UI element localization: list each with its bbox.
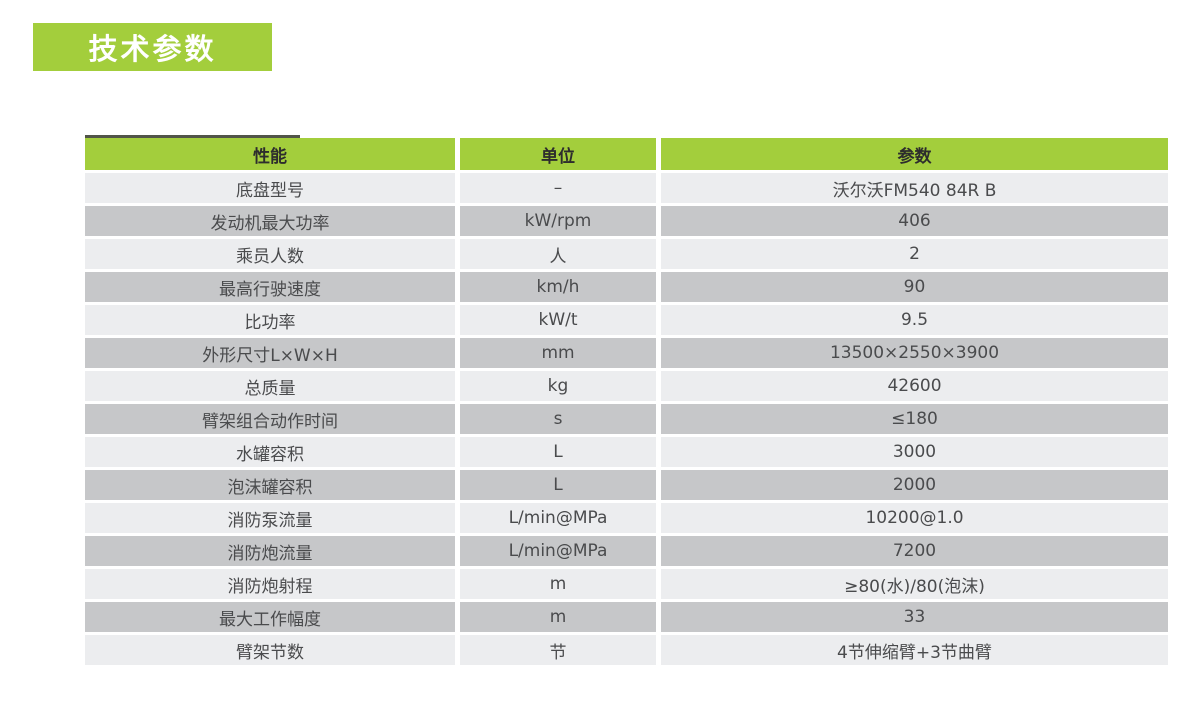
cell-property: 臂架组合动作时间 <box>85 404 455 434</box>
cell-property: 消防泵流量 <box>85 503 455 533</box>
table-row: 消防炮射程 m ≥80(水)/80(泡沫) <box>85 569 1168 599</box>
cell-value: 13500×2550×3900 <box>661 338 1168 368</box>
cell-value: 90 <box>661 272 1168 302</box>
cell-unit: kW/t <box>460 305 656 335</box>
cell-value: 406 <box>661 206 1168 236</box>
cell-property: 最高行驶速度 <box>85 272 455 302</box>
cell-value: 10200@1.0 <box>661 503 1168 533</box>
table-row: 外形尺寸L×W×H mm 13500×2550×3900 <box>85 338 1168 368</box>
cell-unit: – <box>460 173 656 203</box>
cell-unit: L <box>460 437 656 467</box>
cell-unit: kW/rpm <box>460 206 656 236</box>
table-row: 底盘型号 – 沃尔沃FM540 84R B <box>85 173 1168 203</box>
table-row: 臂架节数 节 4节伸缩臂+3节曲臂 <box>85 635 1168 665</box>
cell-property: 水罐容积 <box>85 437 455 467</box>
table-row: 最大工作幅度 m 33 <box>85 602 1168 632</box>
header-cell-property: 性能 <box>85 138 455 170</box>
cell-value: 沃尔沃FM540 84R B <box>661 173 1168 203</box>
cell-value: 9.5 <box>661 305 1168 335</box>
cell-unit: L/min@MPa <box>460 536 656 566</box>
cell-value: 42600 <box>661 371 1168 401</box>
spec-table: 性能 单位 参数 底盘型号 – 沃尔沃FM540 84R B 发动机最大功率 k… <box>85 138 1168 668</box>
cell-property: 泡沫罐容积 <box>85 470 455 500</box>
page-title: 技术参数 <box>33 23 272 71</box>
cell-unit: km/h <box>460 272 656 302</box>
cell-unit: L <box>460 470 656 500</box>
cell-value: 7200 <box>661 536 1168 566</box>
table-row: 泡沫罐容积 L 2000 <box>85 470 1168 500</box>
cell-property: 总质量 <box>85 371 455 401</box>
cell-unit: kg <box>460 371 656 401</box>
cell-value: 3000 <box>661 437 1168 467</box>
cell-unit: mm <box>460 338 656 368</box>
table-row: 乘员人数 人 2 <box>85 239 1168 269</box>
cell-property: 消防炮射程 <box>85 569 455 599</box>
cell-value: 4节伸缩臂+3节曲臂 <box>661 635 1168 665</box>
header-cell-value: 参数 <box>661 138 1168 170</box>
cell-property: 比功率 <box>85 305 455 335</box>
table-row: 总质量 kg 42600 <box>85 371 1168 401</box>
cell-unit: L/min@MPa <box>460 503 656 533</box>
cell-property: 臂架节数 <box>85 635 455 665</box>
table-row: 臂架组合动作时间 s ≤180 <box>85 404 1168 434</box>
cell-unit: 节 <box>460 635 656 665</box>
cell-value: 2 <box>661 239 1168 269</box>
cell-value: 33 <box>661 602 1168 632</box>
table-top-accent-line <box>85 135 300 138</box>
cell-value: ≤180 <box>661 404 1168 434</box>
cell-property: 消防炮流量 <box>85 536 455 566</box>
header-cell-unit: 单位 <box>460 138 656 170</box>
cell-unit: 人 <box>460 239 656 269</box>
cell-unit: s <box>460 404 656 434</box>
cell-property: 发动机最大功率 <box>85 206 455 236</box>
cell-property: 底盘型号 <box>85 173 455 203</box>
cell-value: ≥80(水)/80(泡沫) <box>661 569 1168 599</box>
cell-property: 外形尺寸L×W×H <box>85 338 455 368</box>
table-row: 水罐容积 L 3000 <box>85 437 1168 467</box>
table-row: 发动机最大功率 kW/rpm 406 <box>85 206 1168 236</box>
table-header-row: 性能 单位 参数 <box>85 138 1168 170</box>
table-row: 最高行驶速度 km/h 90 <box>85 272 1168 302</box>
cell-value: 2000 <box>661 470 1168 500</box>
table-row: 比功率 kW/t 9.5 <box>85 305 1168 335</box>
table-row: 消防炮流量 L/min@MPa 7200 <box>85 536 1168 566</box>
table-row: 消防泵流量 L/min@MPa 10200@1.0 <box>85 503 1168 533</box>
cell-property: 乘员人数 <box>85 239 455 269</box>
cell-property: 最大工作幅度 <box>85 602 455 632</box>
cell-unit: m <box>460 569 656 599</box>
cell-unit: m <box>460 602 656 632</box>
